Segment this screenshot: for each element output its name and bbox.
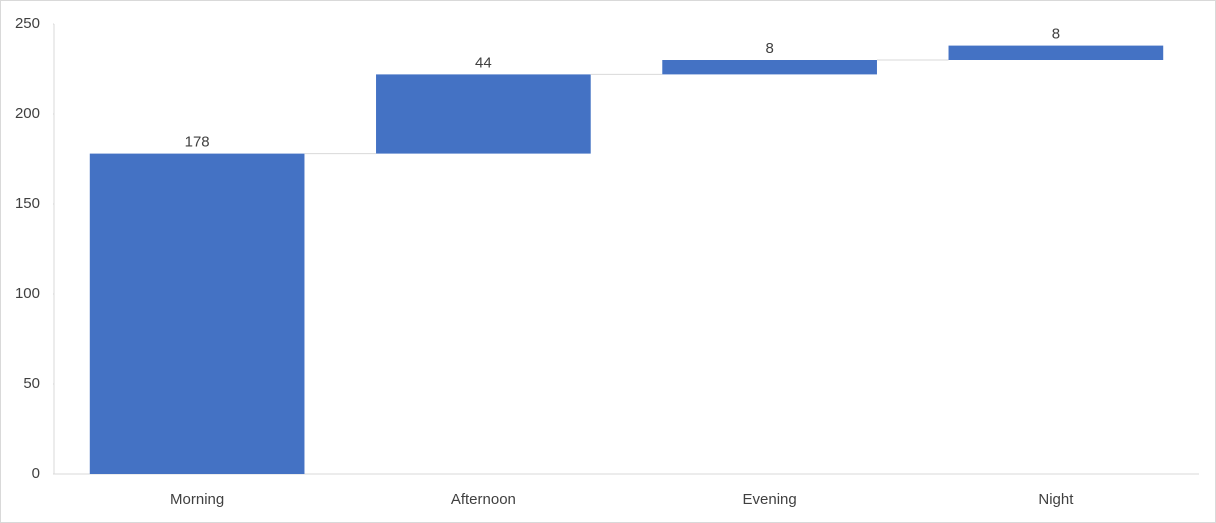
data-label: 44 (475, 54, 492, 71)
data-label: 8 (765, 40, 773, 57)
bar (662, 60, 877, 75)
x-tick-label: Morning (170, 491, 224, 508)
x-tick-label: Evening (743, 491, 797, 508)
y-tick-label: 0 (32, 465, 40, 482)
y-tick-label: 150 (15, 195, 40, 212)
data-label: 178 (185, 134, 210, 151)
x-tick-label: Afternoon (451, 491, 516, 508)
data-label: 8 (1052, 26, 1060, 43)
bar (89, 153, 305, 474)
y-tick-label: 250 (15, 15, 40, 32)
bar (376, 74, 591, 154)
y-tick-label: 50 (23, 375, 40, 392)
y-tick-label: 200 (15, 105, 40, 122)
y-tick-label: 100 (15, 285, 40, 302)
bar (948, 45, 1164, 60)
x-tick-label: Night (1038, 491, 1074, 508)
